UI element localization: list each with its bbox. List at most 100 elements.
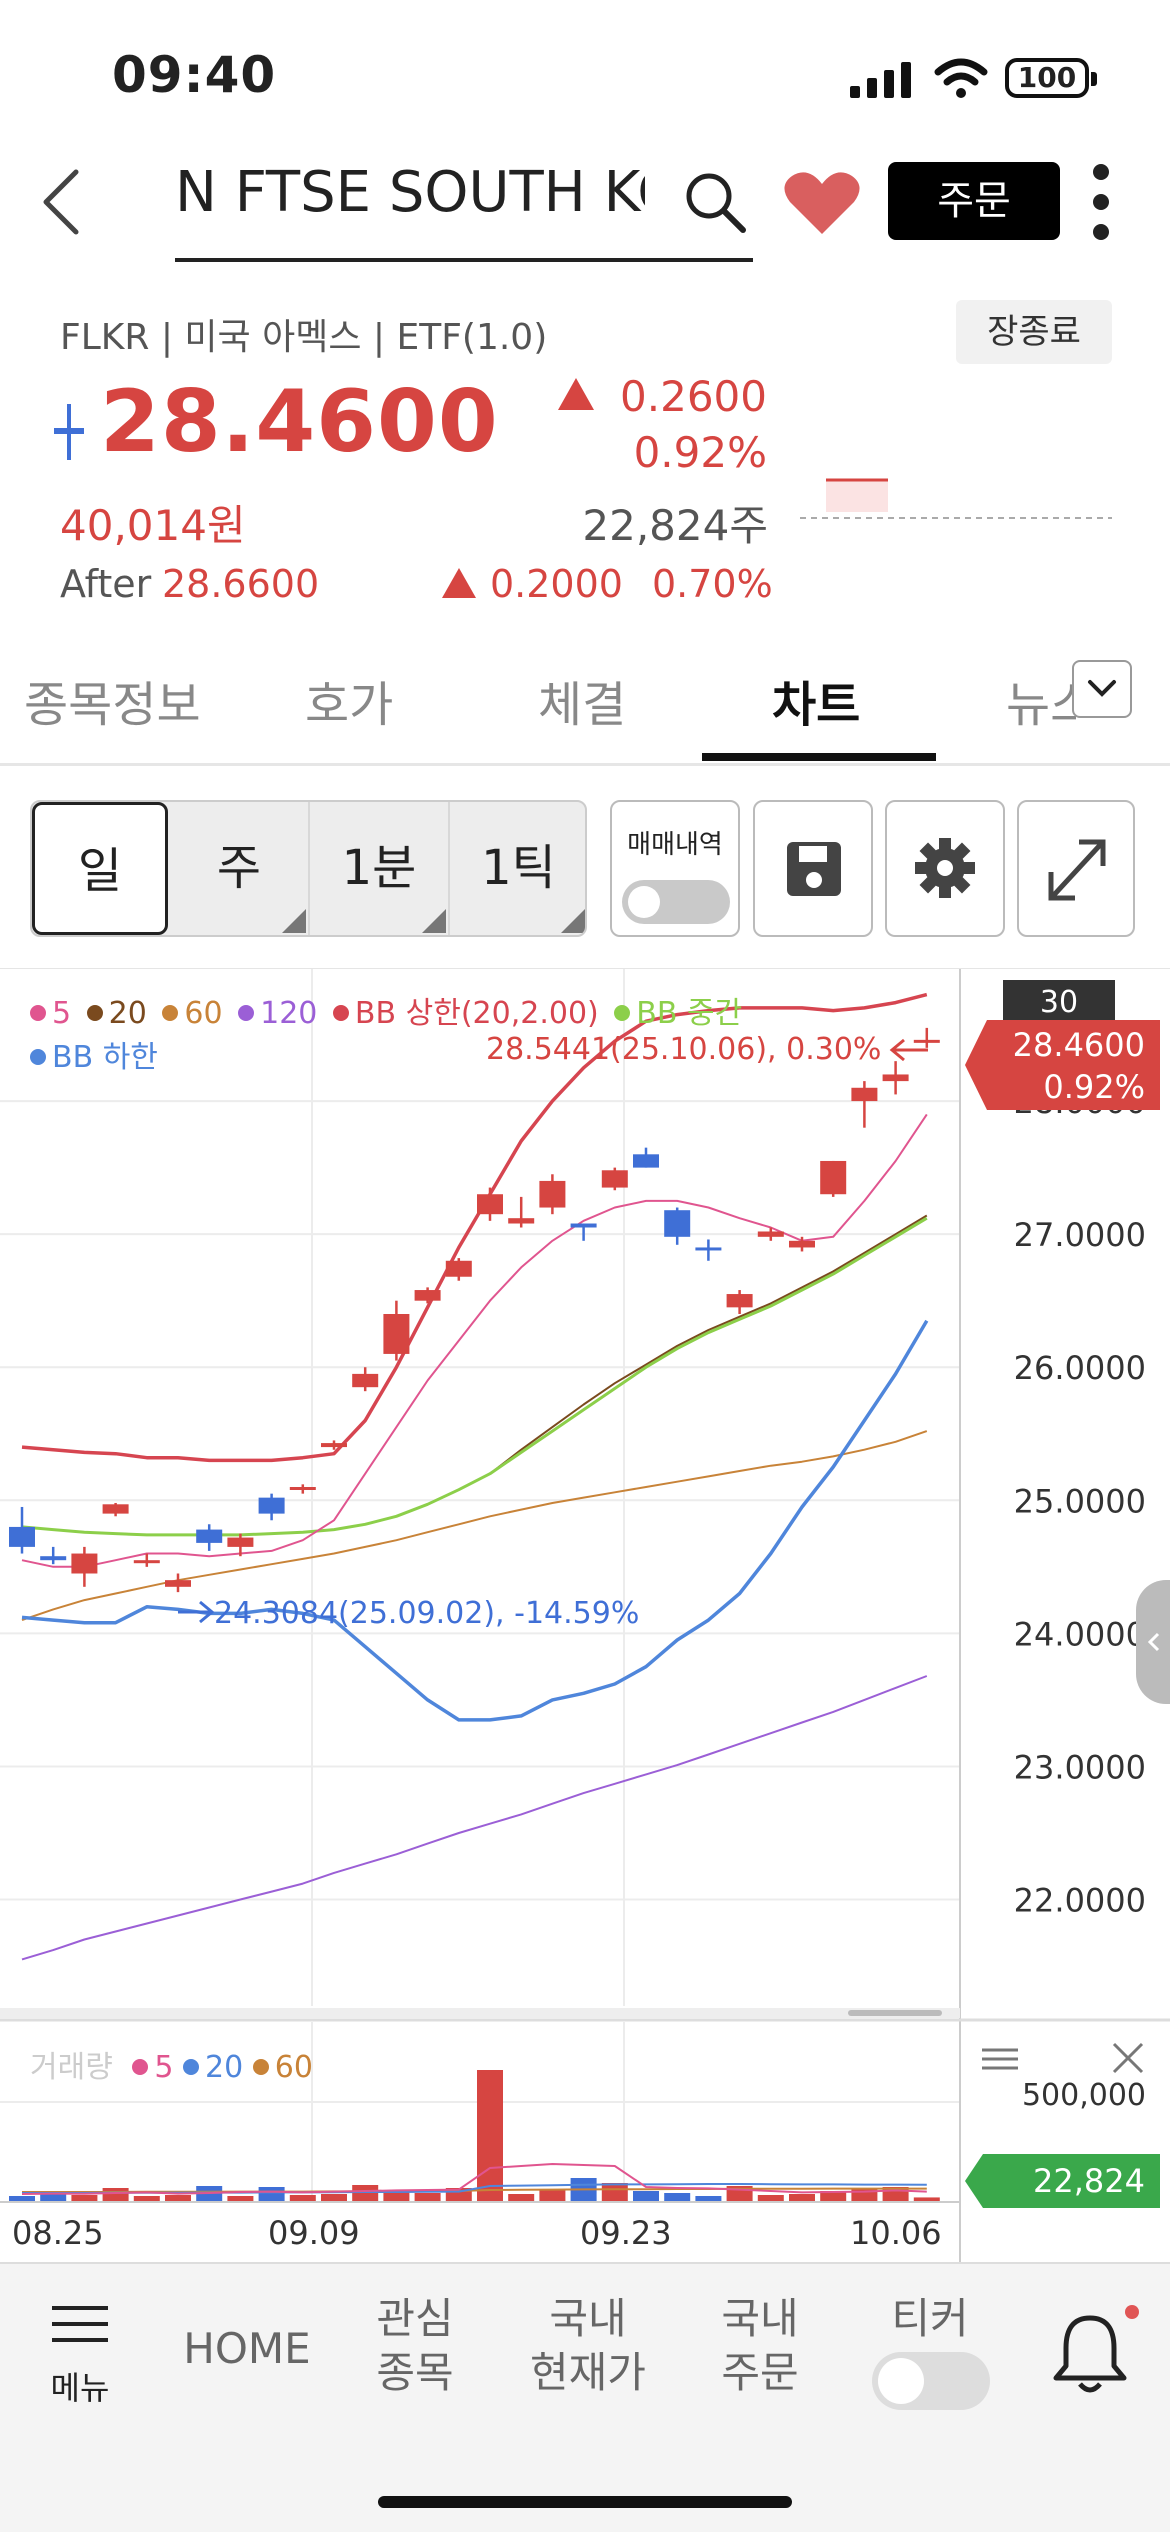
candle bbox=[133, 1553, 160, 1567]
candle bbox=[383, 1300, 410, 1361]
price-change-pct: 0.92% bbox=[633, 428, 767, 477]
y-tick-label: 22.0000 bbox=[1014, 1882, 1146, 1920]
ticker-toggle[interactable] bbox=[872, 2352, 990, 2410]
period-1tick[interactable]: 1틱 bbox=[450, 802, 585, 935]
expand-button[interactable] bbox=[1017, 800, 1135, 937]
nav-watchlist[interactable]: 관심 종목 bbox=[376, 2294, 454, 2397]
search-icon[interactable] bbox=[683, 170, 749, 236]
volume-bar bbox=[664, 2193, 691, 2202]
volume-bar bbox=[820, 2191, 847, 2202]
volume-bar bbox=[9, 2196, 35, 2202]
candle bbox=[851, 1081, 878, 1128]
tabs-expand-button[interactable] bbox=[1072, 660, 1132, 718]
period-1min[interactable]: 1분 bbox=[310, 802, 450, 935]
period-week[interactable]: 주 bbox=[170, 802, 310, 935]
back-icon[interactable] bbox=[38, 166, 88, 238]
volume-axis-label: 500,000 bbox=[1021, 2078, 1146, 2113]
tab-news[interactable]: 뉴스 bbox=[1006, 677, 1076, 733]
volume-bar bbox=[102, 2188, 129, 2202]
volume-chart[interactable] bbox=[0, 2022, 1170, 2262]
signal-icon bbox=[850, 62, 911, 98]
volume-bar bbox=[601, 2183, 628, 2202]
candle bbox=[414, 1287, 441, 1304]
candle bbox=[789, 1236, 815, 1252]
trade-history-switch[interactable] bbox=[622, 880, 730, 924]
ma20-line bbox=[21, 1214, 928, 1536]
trade-history-toggle[interactable]: 매매내역 bbox=[610, 800, 740, 937]
nav-domestic-price[interactable]: 국내 현재가 bbox=[530, 2294, 646, 2397]
after-hours-price: 28.6600 bbox=[162, 562, 320, 606]
stock-search-field[interactable]: N FTSE SOUTH KOREA bbox=[175, 160, 645, 225]
vol-ma5-line bbox=[21, 2163, 927, 2195]
save-icon bbox=[787, 842, 841, 896]
tab-quotes[interactable]: 호가 bbox=[305, 677, 394, 733]
up-triangle-icon bbox=[442, 568, 476, 598]
nav-domestic-order[interactable]: 국내 주문 bbox=[721, 2294, 799, 2397]
tab-trades[interactable]: 체결 bbox=[538, 677, 627, 733]
volume-bar bbox=[71, 2195, 98, 2202]
trade-volume: 22,824주 bbox=[582, 501, 768, 550]
candle bbox=[539, 1174, 566, 1215]
price-krw: 40,014원 bbox=[60, 501, 246, 550]
chevron-left-icon bbox=[1147, 1632, 1160, 1652]
mini-candle-icon bbox=[54, 404, 84, 460]
candle bbox=[40, 1546, 67, 1565]
candle bbox=[508, 1196, 535, 1228]
current-price-tag: 28.4600 0.92% bbox=[965, 1020, 1160, 1110]
close-icon[interactable] bbox=[1110, 2040, 1146, 2076]
volume-bar bbox=[757, 2195, 784, 2202]
trade-history-label: 매매내역 bbox=[627, 830, 723, 860]
after-hours-change-pct: 0.70% bbox=[652, 562, 773, 606]
candle bbox=[9, 1506, 35, 1554]
candle bbox=[633, 1147, 659, 1168]
battery-indicator: 100 bbox=[1005, 58, 1097, 98]
up-triangle-icon bbox=[558, 378, 594, 410]
volume-bar bbox=[508, 2194, 535, 2202]
y-tick-label: 23.0000 bbox=[1014, 1748, 1146, 1786]
volume-bar bbox=[695, 2196, 722, 2202]
more-icon[interactable] bbox=[1088, 160, 1114, 244]
settings-button[interactable] bbox=[885, 800, 1005, 937]
tab-stock-info[interactable]: 종목정보 bbox=[24, 677, 201, 733]
y-tick-label: 25.0000 bbox=[1014, 1482, 1146, 1520]
after-hours-change: 0.2000 bbox=[490, 562, 623, 606]
candle bbox=[695, 1239, 722, 1261]
hamburger-icon[interactable] bbox=[978, 2044, 1022, 2074]
bb-mid-line bbox=[21, 1216, 928, 1537]
y-tick-label: 24.0000 bbox=[1014, 1615, 1146, 1653]
candle bbox=[321, 1440, 347, 1450]
candle bbox=[664, 1207, 691, 1245]
nav-menu[interactable]: 메뉴 bbox=[40, 2302, 120, 2415]
period-selector: 주 1분 1틱 일 bbox=[30, 800, 587, 937]
side-panel-handle[interactable] bbox=[1136, 1580, 1170, 1704]
period-count-badge: 30 bbox=[1003, 980, 1115, 1026]
volume-bar bbox=[40, 2194, 67, 2202]
current-price: 28.4600 bbox=[100, 372, 499, 472]
candle bbox=[882, 1061, 909, 1095]
volume-bar bbox=[352, 2185, 379, 2202]
bell-icon[interactable] bbox=[1040, 2304, 1140, 2404]
volume-legend: 거래량 5 20 60 bbox=[30, 2050, 313, 2085]
order-button[interactable]: 주문 bbox=[888, 162, 1060, 240]
chart-legend-2: BB 하한 bbox=[30, 1032, 164, 1076]
intraday-mini-chart bbox=[800, 478, 1112, 519]
bottom-nav: 메뉴 HOME 관심 종목 국내 현재가 국내 주문 티커 bbox=[0, 2262, 1170, 2532]
period-day[interactable]: 일 bbox=[32, 802, 168, 935]
volume-bar bbox=[913, 2197, 940, 2202]
volume-bar bbox=[289, 2195, 316, 2202]
expand-icon bbox=[1048, 839, 1106, 901]
chart-legend: 5 20 60 120 BB 상한(20,2.00) BB 중간 bbox=[30, 988, 748, 1032]
heart-icon[interactable] bbox=[782, 168, 862, 238]
tab-chart[interactable]: 차트 bbox=[772, 677, 861, 733]
volume-bar bbox=[633, 2191, 659, 2202]
min-price-annotation: 24.3084(25.09.02), -14.59% bbox=[214, 1596, 640, 1631]
candle bbox=[102, 1502, 129, 1517]
save-button[interactable] bbox=[753, 800, 873, 937]
nav-home[interactable]: HOME bbox=[183, 2324, 311, 2373]
candle bbox=[820, 1160, 847, 1197]
candle bbox=[445, 1258, 472, 1281]
price-chart[interactable]: 28.000027.000026.000025.000024.000023.00… bbox=[0, 968, 1170, 2022]
nav-menu-label: 메뉴 bbox=[50, 2369, 110, 2407]
after-hours-label: After bbox=[60, 562, 152, 606]
max-price-annotation: 28.5441(25.10.06), 0.30% bbox=[486, 1032, 882, 1067]
